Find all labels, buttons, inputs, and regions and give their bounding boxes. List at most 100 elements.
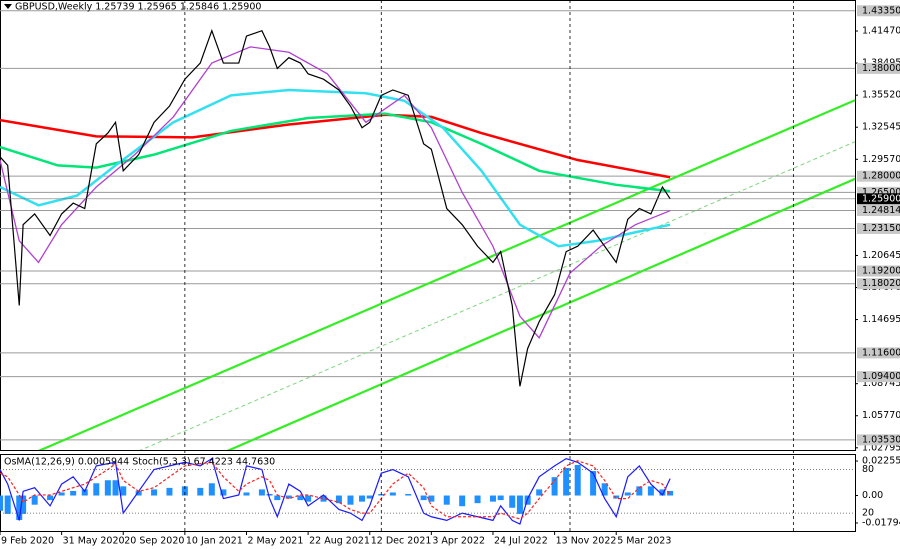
osma-bar [70,490,77,496]
y-tick-label: 1.14695 [862,314,900,325]
osma-bar [359,495,366,502]
level-label-box [857,170,900,182]
level-label-box [857,347,900,359]
x-tick-label: 31 May 2020 [63,536,125,547]
trend-line [139,141,855,450]
osma-bar [208,483,215,496]
current-price-label: 1.25900 [862,193,900,204]
x-tick-label: 10 Jan 2021 [186,536,243,547]
level-label-box [857,5,900,17]
level-label-box [857,62,900,74]
osma-bar [16,495,23,520]
osma-bar [636,486,643,496]
osma-bar [428,495,435,502]
osma-bar [81,489,88,496]
level-label-box [857,434,900,446]
osma-bar [489,495,496,502]
osma-bar [181,486,188,496]
level-label: 1.24814 [862,205,900,216]
osma-bar [4,495,11,514]
osma-bar [405,493,412,496]
osma-bar [197,487,204,496]
trend-line [226,177,855,450]
x-tick-label: 12 Dec 2021 [371,536,432,547]
price-plot [0,10,855,450]
osma-bar [590,471,597,496]
osma-bar [266,493,273,496]
osma-bar [47,495,54,501]
oscillator-plot [0,457,855,525]
y-tick-label: -0.017948 [862,517,900,528]
level-label: 1.38000 [862,63,900,74]
osma-bar [335,495,342,504]
osma-bar [274,495,281,501]
osma-bar [647,486,654,496]
x-tick-label: 22 Aug 2021 [309,536,370,547]
indicator-title: OsMA(12,26,9) 0.0005944 Stoch(5,3,3) 67.… [4,457,275,468]
osma-bar [624,492,631,496]
level-label: 1.11600 [862,347,900,358]
osma-bar [574,464,581,496]
symbol-icon [4,4,12,9]
osma-bar [166,487,173,496]
osma-bar [601,483,608,496]
osma-bar [58,492,65,496]
y-tick-label: 1.20645 [862,250,900,261]
osma-bar [135,490,142,496]
x-tick-label: 24 Jul 2022 [494,536,548,547]
level-label: 1.03530 [862,434,900,445]
osma-bar [420,495,427,501]
chart-title: GBPUSD,Weekly 1.25739 1.25965 1.25846 1.… [15,2,261,13]
osma-bar [31,495,38,505]
osma-bar [563,467,570,496]
osma-bar [497,495,504,501]
price-panel [0,0,856,451]
price-line [0,28,671,387]
y-tick-label: 1.29570 [862,154,900,165]
y-tick-label: 1.41470 [862,26,900,37]
osma-bar [305,495,312,502]
osma-bar [120,486,127,496]
osma-bar [667,490,674,496]
x-tick-label: 3 Apr 2022 [432,536,485,547]
level-label: 1.23150 [862,223,900,234]
y2-tick-label: 80 [862,464,874,475]
osma-bar [0,495,3,511]
osma-bar [20,495,27,514]
y2-tick-label: 20 [862,508,874,519]
osma-bar [551,477,558,496]
osma-bar [285,495,292,499]
x-tick-label: 13 Nov 2022 [556,536,617,547]
x-tick-label: 5 Mar 2023 [617,536,671,547]
moving-average [0,112,671,193]
y-tick-label: 1.02795 [862,442,900,453]
osma-bar [613,495,620,499]
y-tick-label: 1.35520 [862,90,900,101]
oscillator-panel [0,454,856,532]
osma-bar [258,489,265,496]
y-tick-label: 0.00 [862,490,883,501]
y-tick-label: 1.32545 [862,122,900,133]
level-label: 1.43350 [862,5,900,16]
osma-bar [536,489,543,496]
osma-bar [297,495,304,501]
osma-bar [220,489,227,496]
osma-bar [509,495,516,508]
moving-average [0,88,671,248]
osma-bar [659,489,666,496]
x-tick-label: 20 Sep 2020 [124,536,184,547]
level-label-box [857,371,900,383]
y-tick-label: 1.08745 [862,378,900,389]
osma-bar [243,492,250,496]
level-label: 1.09400 [862,371,900,382]
level-label-box [857,205,900,217]
osma-bar [320,495,327,502]
trend-line [38,99,855,450]
level-label-box [857,222,900,234]
stochastic-line [0,460,671,520]
current-price-box [857,193,900,205]
osma-bar [459,495,466,507]
osma-bar [366,495,373,499]
